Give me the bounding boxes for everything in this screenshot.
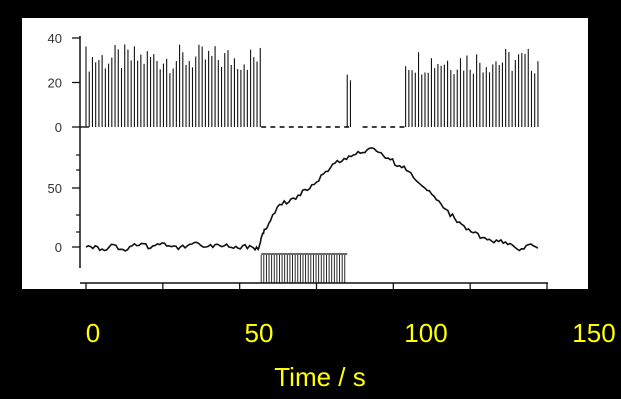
x-tick-label: 150 (572, 318, 615, 348)
stimulus-marker (260, 253, 348, 283)
trace-line (85, 147, 539, 252)
x-tick-labels: 0 50 100 150 (86, 318, 616, 348)
time-x-ticks (85, 283, 548, 290)
spike-rate-y-ticks: 0 20 40 (48, 31, 80, 135)
x-axis-label: Time / s (274, 362, 365, 392)
x-tick-label: 50 (245, 318, 274, 348)
y-tick-label: 0 (55, 240, 62, 255)
trace-panel: 0 50 (48, 130, 539, 268)
x-tick-label: 0 (86, 318, 100, 348)
plot-panel (22, 18, 588, 289)
time-x-axis (80, 282, 548, 290)
trace-y-ticks: 0 50 (48, 154, 80, 255)
spike-rate-panel: 0 20 40 (48, 31, 539, 135)
x-tick-label: 100 (404, 318, 447, 348)
y-tick-label: 20 (48, 76, 62, 91)
y-tick-label: 40 (48, 31, 62, 46)
y-tick-label: 50 (48, 181, 62, 196)
spike-rate-bursts (85, 44, 539, 127)
y-tick-label: 0 (55, 120, 62, 135)
